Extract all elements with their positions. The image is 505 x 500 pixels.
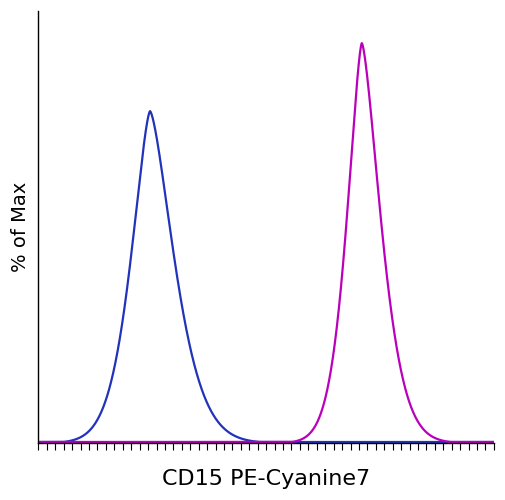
Y-axis label: % of Max: % of Max	[11, 182, 30, 272]
X-axis label: CD15 PE-Cyanine7: CD15 PE-Cyanine7	[162, 469, 370, 489]
